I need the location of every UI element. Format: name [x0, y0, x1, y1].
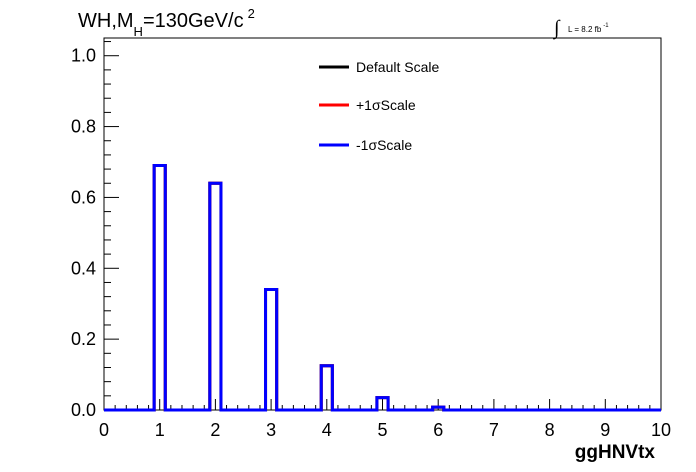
y-tick-label: 0.0 [71, 400, 96, 420]
legend-entry: Default Scale [319, 59, 439, 75]
histogram-bin [321, 366, 332, 410]
y-tick-label: 0.4 [71, 258, 96, 278]
histogram-bin [154, 166, 165, 410]
y-tick-label: 0.8 [71, 117, 96, 137]
x-axis-title: ggHNVtx [575, 442, 656, 463]
x-tick-label: 3 [266, 420, 276, 440]
x-tick-label: 5 [377, 420, 387, 440]
chart-title-superscript: 2 [248, 6, 255, 21]
x-tick-label: 6 [433, 420, 443, 440]
legend-label: -1σScale [356, 137, 412, 153]
chart-title: WH,MH=130GeV/c 2 [78, 6, 255, 39]
series-line [104, 164, 661, 412]
x-tick-label: 0 [99, 420, 109, 440]
legend-entry: +1σScale [319, 97, 416, 113]
lumi-label: L = 8.2 fb -1 [568, 23, 609, 34]
x-tick-label: 1 [155, 420, 165, 440]
series-group [104, 164, 661, 412]
chart-title-subscript: H [134, 24, 143, 39]
legend-label: +1σScale [356, 97, 416, 113]
x-tick-label: 9 [600, 420, 610, 440]
y-tick-label: 0.6 [71, 187, 96, 207]
lumi-superscript: -1 [603, 23, 609, 29]
series-line [104, 164, 661, 412]
histogram-bin [266, 290, 277, 410]
series-line [104, 164, 661, 412]
x-tick-label: 4 [322, 420, 332, 440]
chart-title-rest: =130GeV/c [143, 10, 244, 32]
histogram-bin [210, 183, 221, 410]
histogram-bin [433, 407, 444, 410]
lumi-integral: ∫ [552, 17, 561, 40]
legend: Default Scale +1σScale -1σScale [319, 59, 439, 153]
legend-label: Default Scale [356, 59, 439, 75]
x-tick-label: 2 [210, 420, 220, 440]
y-tick-label: 0.2 [71, 329, 96, 349]
chart-title-main: WH,M [78, 10, 134, 32]
x-tick-label: 7 [489, 420, 499, 440]
lumi-text: L = 8.2 fb [568, 25, 602, 34]
plot-frame [103, 37, 662, 411]
y-tick-label: 1.0 [71, 46, 96, 66]
x-tick-label: 10 [651, 420, 671, 440]
histogram-bin [377, 398, 388, 410]
legend-entry: -1σScale [319, 137, 412, 153]
x-tick-label: 8 [545, 420, 555, 440]
